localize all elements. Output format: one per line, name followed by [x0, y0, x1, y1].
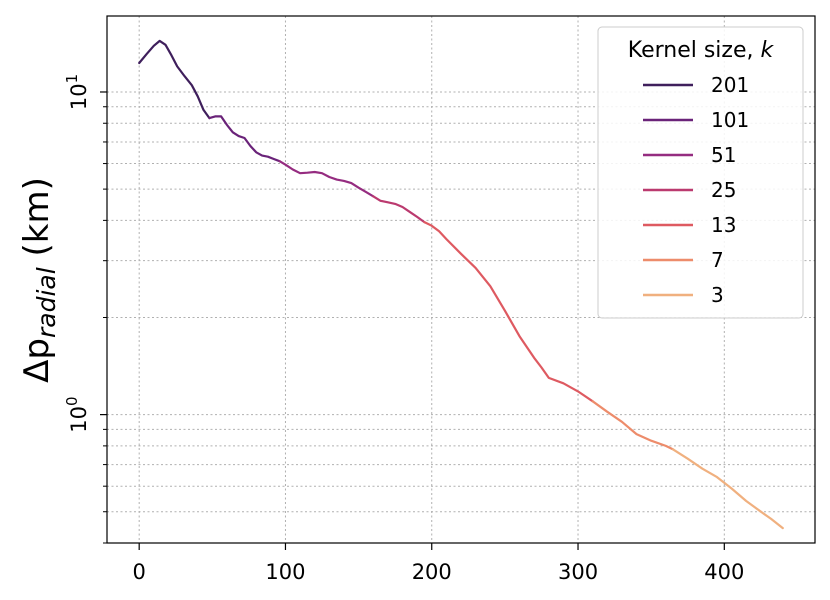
y-tick-label: 100 [63, 396, 91, 432]
legend-label-3: 3 [711, 283, 724, 307]
legend-label-201: 201 [711, 73, 749, 97]
x-tick-label: 100 [265, 560, 305, 584]
plot-frame [106, 15, 816, 544]
legend-label-51: 51 [711, 143, 736, 167]
series-lines [138, 39, 784, 530]
legend-label-25: 25 [711, 178, 736, 202]
legend-label-13: 13 [711, 213, 736, 237]
legend-box [597, 26, 804, 319]
legend-label-101: 101 [711, 108, 749, 132]
legend: Kernel size, k 201 101 51 25 13 7 3 [597, 26, 804, 319]
series-line-25 [372, 195, 426, 224]
x-tick-label: 0 [132, 560, 145, 584]
series-line-3 [672, 448, 784, 530]
y-tick-label-text: 100 [63, 396, 91, 432]
series-line-51 [278, 160, 375, 198]
series-line-101 [208, 115, 281, 163]
legend-label-7: 7 [711, 248, 724, 272]
y-axis-label: Δpradial (km) [17, 177, 61, 383]
x-tick-label: 300 [558, 560, 598, 584]
series-line-7 [591, 400, 675, 451]
y-tick-label: 101 [63, 74, 91, 110]
axis-ticks: 0 100 200 300 400 100 101 [63, 74, 744, 584]
y-axis-label-text: Δpradial (km) [17, 177, 61, 383]
legend-title: Kernel size, k [628, 38, 775, 63]
y-tick-label-text: 101 [63, 74, 91, 110]
x-tick-label: 200 [412, 560, 452, 584]
series-line-201 [138, 39, 211, 120]
series-line-13 [423, 221, 594, 403]
x-tick-label: 400 [704, 560, 744, 584]
